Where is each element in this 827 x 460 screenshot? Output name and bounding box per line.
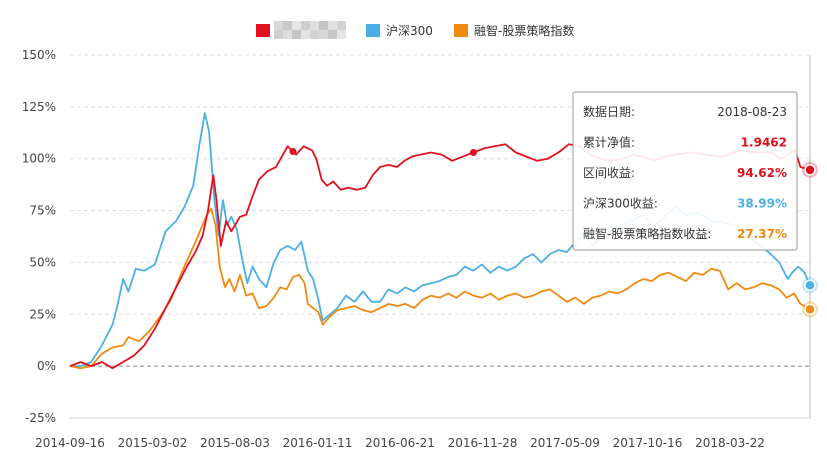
endpoint-marker-1 bbox=[804, 279, 816, 292]
y-tick-label: 50% bbox=[29, 255, 56, 269]
legend-item-2[interactable]: 融智-股票策略指数 bbox=[454, 23, 574, 38]
legend-swatch bbox=[366, 24, 380, 37]
data-marker bbox=[289, 147, 297, 155]
tooltip-box bbox=[572, 91, 798, 251]
y-tick-label: 100% bbox=[22, 152, 56, 166]
x-axis: 2014-09-16 2015-03-02 2015-08-03 2016-01-11… bbox=[35, 417, 810, 450]
tooltip-label: 区间收益: bbox=[583, 166, 635, 180]
y-tick-label: 125% bbox=[22, 100, 56, 114]
tooltip-label: 数据日期: bbox=[583, 104, 635, 119]
y-axis: -25% 0% 25% 50% 75% 100% 125% 150% bbox=[22, 48, 56, 425]
tooltip-value: 38.99% bbox=[737, 197, 787, 211]
y-tick-label: 0% bbox=[37, 359, 56, 373]
series-line-2 bbox=[69, 207, 811, 370]
x-tick-label: 2015-08-03 bbox=[200, 436, 270, 450]
tooltip-label: 融智-股票策略指数收益: bbox=[583, 226, 711, 241]
endpoint-marker-2 bbox=[804, 303, 816, 316]
legend-swatch bbox=[454, 24, 468, 37]
legend[interactable]: 沪深300 融智-股票策略指数 bbox=[256, 21, 574, 39]
y-tick-label: 150% bbox=[22, 48, 56, 62]
series-markers bbox=[289, 147, 477, 156]
x-tick-label: 2017-05-09 bbox=[530, 436, 600, 450]
tooltip: 数据日期: 2018-08-23 累计净值: 1.9462 区间收益: 94.62% 沪深3… bbox=[572, 91, 798, 251]
x-tick-label: 2016-01-11 bbox=[283, 436, 353, 450]
x-tick-label: 2015-03-02 bbox=[118, 436, 188, 450]
x-tick-label: 2017-10-16 bbox=[613, 436, 683, 450]
tooltip-value: 94.62% bbox=[737, 166, 787, 180]
x-tick-label: 2016-11-28 bbox=[448, 436, 518, 450]
y-tick-label: -25% bbox=[25, 411, 56, 425]
x-tick-label: 2016-06-21 bbox=[365, 436, 435, 450]
data-marker bbox=[469, 148, 477, 156]
tooltip-label: 累计净值: bbox=[583, 135, 635, 150]
legend-item-0[interactable] bbox=[256, 21, 346, 39]
x-tick-label: 2018-03-22 bbox=[695, 436, 765, 450]
tooltip-label: 沪深300收益: bbox=[583, 197, 658, 211]
x-tick-label: 2014-09-16 bbox=[35, 436, 105, 450]
tooltip-value: 27.37% bbox=[737, 227, 787, 241]
tooltip-value: 1.9462 bbox=[741, 136, 787, 150]
legend-label-mask bbox=[274, 21, 346, 39]
endpoint-marker-0 bbox=[804, 164, 816, 176]
legend-label: 融智-股票策略指数 bbox=[474, 23, 574, 38]
y-tick-label: 25% bbox=[29, 307, 56, 321]
tooltip-value: 2018-08-23 bbox=[717, 105, 787, 119]
legend-swatch bbox=[256, 24, 270, 37]
legend-label: 沪深300 bbox=[386, 24, 433, 38]
y-tick-label: 75% bbox=[29, 204, 56, 218]
legend-item-1[interactable]: 沪深300 bbox=[366, 24, 433, 38]
hover-endpoints bbox=[802, 161, 818, 318]
